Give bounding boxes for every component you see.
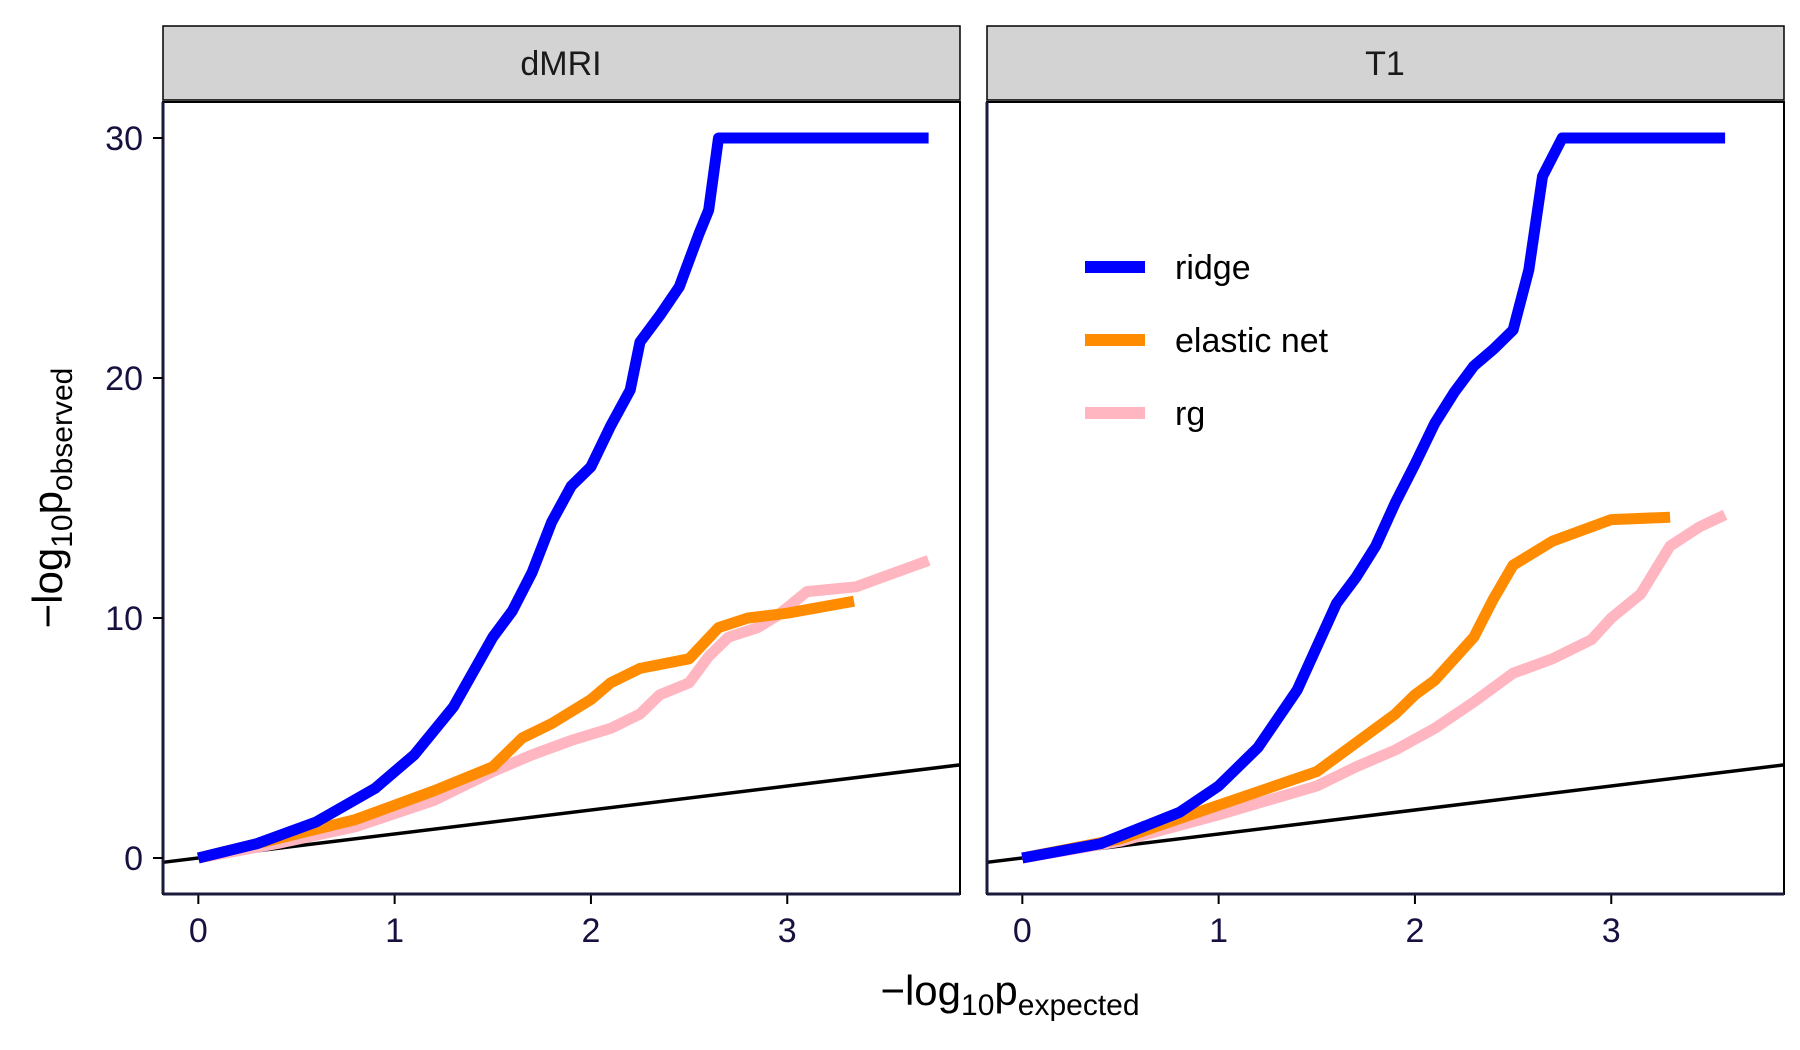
strip-t1: T1	[987, 26, 1784, 100]
x-axis: 0 1 2 3	[987, 894, 1784, 950]
y-tick-label: 0	[124, 840, 143, 878]
y-tick-label: 10	[105, 600, 143, 638]
strip-dmri: dMRI	[163, 26, 960, 100]
x-tick-label: 0	[1013, 912, 1032, 950]
x-tick-label: 2	[1405, 912, 1424, 950]
y-tick-label: 30	[105, 120, 143, 158]
legend-label: elastic net	[1175, 322, 1329, 360]
y-axis: 0 10 20 30	[105, 102, 163, 894]
x-tick-label: 1	[1209, 912, 1228, 950]
y-axis-title: −log10pobserved	[24, 368, 79, 629]
x-tick-label: 3	[1602, 912, 1621, 950]
panel-t1: 0 1 2 3	[987, 102, 1784, 950]
legend-label: ridge	[1175, 249, 1251, 287]
panel-title-dmri: dMRI	[520, 45, 601, 83]
y-axis-title-wrap: −log10pobserved	[24, 368, 79, 629]
legend-label: rg	[1175, 395, 1205, 433]
x-axis-title: −log10pexpected	[880, 967, 1139, 1022]
x-tick-label: 3	[778, 912, 797, 950]
panel-title-t1: T1	[1365, 45, 1405, 83]
x-tick-label: 2	[581, 912, 600, 950]
panel-dmri: 0 10 20 30 0 1 2 3	[105, 102, 960, 950]
x-tick-label: 0	[189, 912, 208, 950]
panel-frame	[987, 102, 1784, 894]
x-tick-label: 1	[385, 912, 404, 950]
y-tick-label: 20	[105, 360, 143, 398]
x-axis: 0 1 2 3	[163, 894, 960, 950]
